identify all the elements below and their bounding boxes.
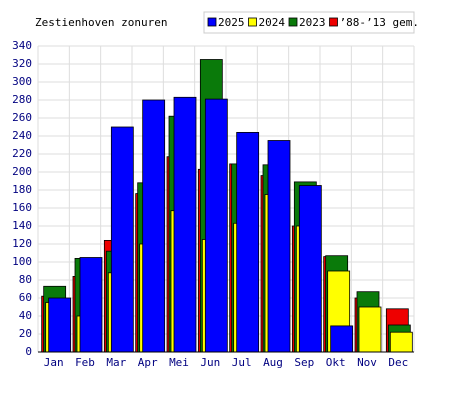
x-tick-label: Sep	[294, 356, 314, 369]
legend-label: ’88-’13 gem.	[340, 16, 419, 29]
y-tick-label: 240	[12, 129, 32, 142]
bar	[358, 306, 382, 353]
bar	[48, 297, 72, 353]
y-tick-label: 160	[12, 201, 32, 214]
y-tick-label: 80	[19, 273, 32, 286]
y-tick-label: 60	[19, 291, 32, 304]
y-tick-label: 180	[12, 183, 32, 196]
y-tick-label: 220	[12, 147, 32, 160]
legend-swatch	[207, 17, 217, 27]
x-tick-label: Mei	[169, 356, 189, 369]
y-tick-label: 280	[12, 93, 32, 106]
y-tick-label: 0	[25, 345, 32, 358]
legend-swatch	[288, 17, 298, 27]
bar	[173, 96, 197, 353]
y-tick-label: 100	[12, 255, 32, 268]
bar	[267, 140, 291, 353]
y-tick-label: 340	[12, 39, 32, 52]
legend-label: 2023	[299, 16, 326, 29]
bar	[204, 98, 228, 353]
legend-box	[203, 11, 415, 34]
bar	[236, 131, 260, 353]
y-tick-label: 140	[12, 219, 32, 232]
y-tick-label: 200	[12, 165, 32, 178]
y-tick-label: 120	[12, 237, 32, 250]
x-tick-label: Jun	[200, 356, 220, 369]
bar	[330, 325, 354, 353]
y-tick-label: 40	[19, 309, 32, 322]
x-tick-label: Mar	[106, 356, 126, 369]
bar	[79, 257, 103, 353]
x-tick-label: Dec	[388, 356, 408, 369]
y-tick-label: 20	[19, 327, 32, 340]
chart-title: Zestienhoven zonuren	[35, 16, 167, 29]
legend-label: 2024	[259, 16, 286, 29]
legend-label: 2025	[218, 16, 245, 29]
x-tick-label: Apr	[138, 356, 158, 369]
x-tick-label: Jan	[44, 356, 64, 369]
bar	[142, 99, 166, 353]
bar	[110, 126, 134, 353]
y-tick-label: 300	[12, 75, 32, 88]
x-tick-label: Nov	[357, 356, 377, 369]
legend-swatch	[329, 17, 338, 27]
x-tick-label: Jul	[232, 356, 252, 369]
x-tick-label: Feb	[75, 356, 95, 369]
y-tick-label: 260	[12, 111, 32, 124]
y-tick-label: 320	[12, 57, 32, 70]
x-tick-label: Okt	[326, 356, 346, 369]
bar	[298, 185, 322, 353]
legend-swatch	[248, 17, 257, 27]
x-tick-label: Aug	[263, 356, 283, 369]
bar	[389, 331, 413, 353]
